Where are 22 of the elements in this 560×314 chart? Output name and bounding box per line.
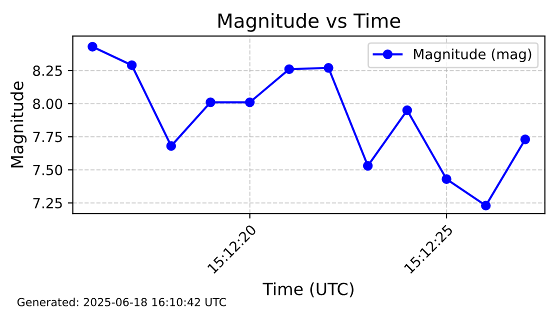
point — [520, 134, 530, 144]
legend-label: Magnitude (mag) — [414, 48, 532, 62]
text: Generated: 2025-06-18 16:10:42 UTC — [17, 298, 226, 306]
point — [166, 141, 176, 151]
y-tick-label: 8.00 — [33, 98, 62, 110]
point — [284, 64, 294, 74]
y-tick-label: 7.50 — [33, 164, 62, 176]
y-tick-label: 7.25 — [33, 198, 62, 208]
point — [442, 174, 452, 184]
point — [88, 42, 98, 52]
y-axis-title: Magnitude — [10, 82, 27, 168]
point — [481, 200, 491, 210]
point — [206, 97, 216, 108]
point — [402, 105, 412, 116]
point — [362, 160, 373, 171]
x-axis-title: Time (UTC) — [262, 282, 354, 298]
point — [126, 60, 137, 70]
y-tick-label: 7.75 — [33, 132, 62, 142]
point — [244, 97, 255, 108]
y-tick-label: 8.25 — [33, 66, 62, 76]
chart-title: Magnitude vs Time — [218, 13, 400, 32]
point — [324, 63, 334, 73]
